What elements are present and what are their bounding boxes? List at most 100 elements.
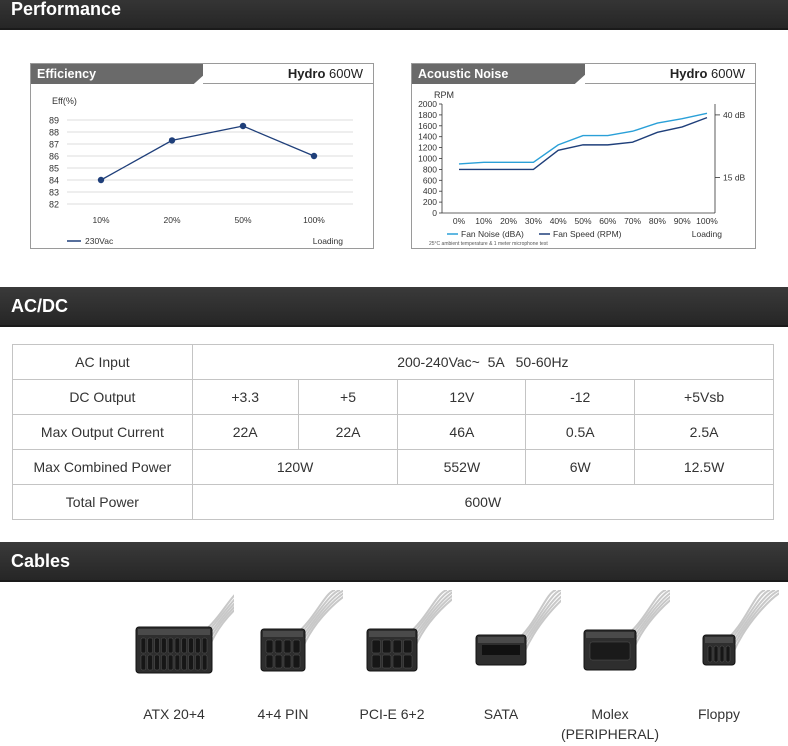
- efficiency-plot: Eff(%) 82 83 84 85 86 87 88 89 10% 20% 50% 100% 230Va…: [49, 96, 353, 246]
- table-cell: 12.5W: [634, 449, 774, 485]
- connector-pin: [167, 654, 174, 671]
- connector-pin: [292, 654, 301, 669]
- table-cell: +3.3: [191, 379, 299, 415]
- connector-pin: [140, 637, 147, 654]
- connector-pin: [147, 654, 153, 671]
- connector-pin: [181, 654, 187, 671]
- y-tick-label: 84: [49, 176, 59, 186]
- table-cell: -12: [525, 379, 636, 415]
- series-line: [458, 112, 708, 165]
- row-label: Max Combined Power: [12, 449, 193, 485]
- x-tick-label: 60%: [599, 216, 616, 226]
- connector-pin: [719, 645, 725, 663]
- row-label: DC Output: [12, 379, 193, 415]
- connector-image: [366, 589, 468, 672]
- table-cell: 2.5A: [634, 414, 774, 450]
- connector-highlight: [705, 637, 733, 643]
- connector-slot: [589, 641, 631, 661]
- connector-pin: [174, 637, 181, 654]
- table-row: Total Power 600W: [12, 484, 775, 520]
- cable-name: SATA: [483, 706, 519, 722]
- legend-label: Fan Noise (dBA): [461, 229, 524, 239]
- x-tick-label: 70%: [624, 216, 641, 226]
- connector-highlight: [478, 637, 524, 643]
- x-tick-label: 40%: [550, 216, 567, 226]
- legend-label: Fan Speed (RPM): [553, 229, 622, 239]
- connector-pin: [147, 637, 153, 654]
- connector-pin: [283, 654, 292, 669]
- right-axis-label: 15 dB: [723, 173, 746, 183]
- table-cell: 120W: [191, 449, 399, 485]
- table-cell: 200-240Vac~ 5A 50-60Hz: [191, 344, 775, 380]
- connector-pin: [371, 639, 381, 654]
- row-label: Max Output Current: [12, 414, 193, 450]
- connector-pin: [265, 639, 274, 654]
- model-brand: Hydro: [669, 66, 708, 81]
- y-tick-label: 88: [49, 128, 59, 138]
- series-line: [459, 116, 708, 171]
- right-axis-label: 40 dB: [723, 110, 746, 120]
- x-tick-label: 30%: [525, 216, 542, 226]
- cable-name: Molex: [591, 706, 629, 722]
- y-tick-label: 400: [423, 186, 437, 196]
- y-tick-label: 0: [432, 208, 437, 218]
- data-point: [310, 152, 318, 160]
- connector-pin: [201, 654, 208, 671]
- y-tick-label: 2000: [418, 99, 437, 109]
- cable-name: Floppy: [697, 706, 741, 722]
- chart-model-label: Hydro 600W: [203, 64, 373, 84]
- connector-pin: [167, 637, 174, 654]
- y-tick-label: 800: [423, 164, 437, 174]
- table-cell: 46A: [397, 414, 527, 450]
- connector-pin: [161, 637, 167, 654]
- efficiency-chart: Efficiency Hydro 600W Eff(%) 82 83 84 85 86 87…: [30, 63, 374, 249]
- connector-image: [475, 589, 577, 666]
- connector-pin: [382, 639, 392, 654]
- model-watt: 600W: [711, 66, 745, 81]
- model-brand: Hydro: [287, 66, 326, 81]
- cable-connector-icon: [550, 589, 687, 695]
- table-row: DC Output +3.3 +5 12V -12 +5Vsb: [12, 379, 774, 415]
- connector-image: [135, 589, 263, 674]
- chart-model-label: Hydro 600W: [585, 64, 755, 84]
- cable-label: PCI-E 6+2: [327, 704, 457, 724]
- legend-label: 230Vac: [85, 236, 114, 246]
- x-tick-label: 100%: [303, 215, 325, 225]
- connector-highlight: [369, 631, 415, 637]
- table-cell: 6W: [525, 449, 636, 485]
- y-tick-label: 600: [423, 175, 437, 185]
- x-tick-label: 10%: [92, 215, 109, 225]
- table-cell: 12V: [397, 379, 527, 415]
- cable-name: ATX 20+4: [143, 706, 205, 722]
- connector-pin: [188, 654, 194, 671]
- chart-header: Efficiency Hydro 600W: [31, 64, 373, 84]
- x-tick-label: 0%: [453, 216, 466, 226]
- table-cell: 552W: [397, 449, 527, 485]
- connector-pin: [371, 654, 381, 669]
- acoustic-noise-plot: RPM 0200400600800100012001400160018002000…: [418, 90, 746, 247]
- connector-pin: [274, 654, 283, 669]
- data-point: [168, 137, 176, 144]
- cable-label: Floppy: [654, 704, 784, 724]
- y-tick-label: 82: [49, 200, 59, 210]
- connector-pin: [140, 654, 147, 671]
- connector-pin: [382, 654, 392, 669]
- connector-image: [260, 589, 356, 672]
- connector-highlight: [586, 632, 634, 638]
- connector-highlight: [138, 629, 210, 635]
- connector-pin: [292, 639, 301, 654]
- table-row: Max Output Current 22A 22A 46A 0.5A 2.5A: [12, 414, 774, 450]
- y-tick-label: 1800: [418, 110, 437, 120]
- cable-label: Molex (PERIPHERAL): [545, 704, 675, 744]
- y-tick-label: 87: [49, 140, 59, 150]
- table-cell: +5: [297, 379, 399, 415]
- cable-label: SATA: [436, 704, 566, 724]
- connector-pin: [201, 637, 208, 654]
- series-line-230vac: [100, 125, 315, 181]
- connector-pin: [707, 645, 713, 663]
- connector-pin: [403, 654, 413, 669]
- section-header-cables: Cables: [0, 542, 788, 582]
- section-header-acdc: AC/DC: [0, 287, 788, 327]
- y-tick-label: 83: [49, 188, 59, 198]
- row-label: AC Input: [12, 344, 193, 380]
